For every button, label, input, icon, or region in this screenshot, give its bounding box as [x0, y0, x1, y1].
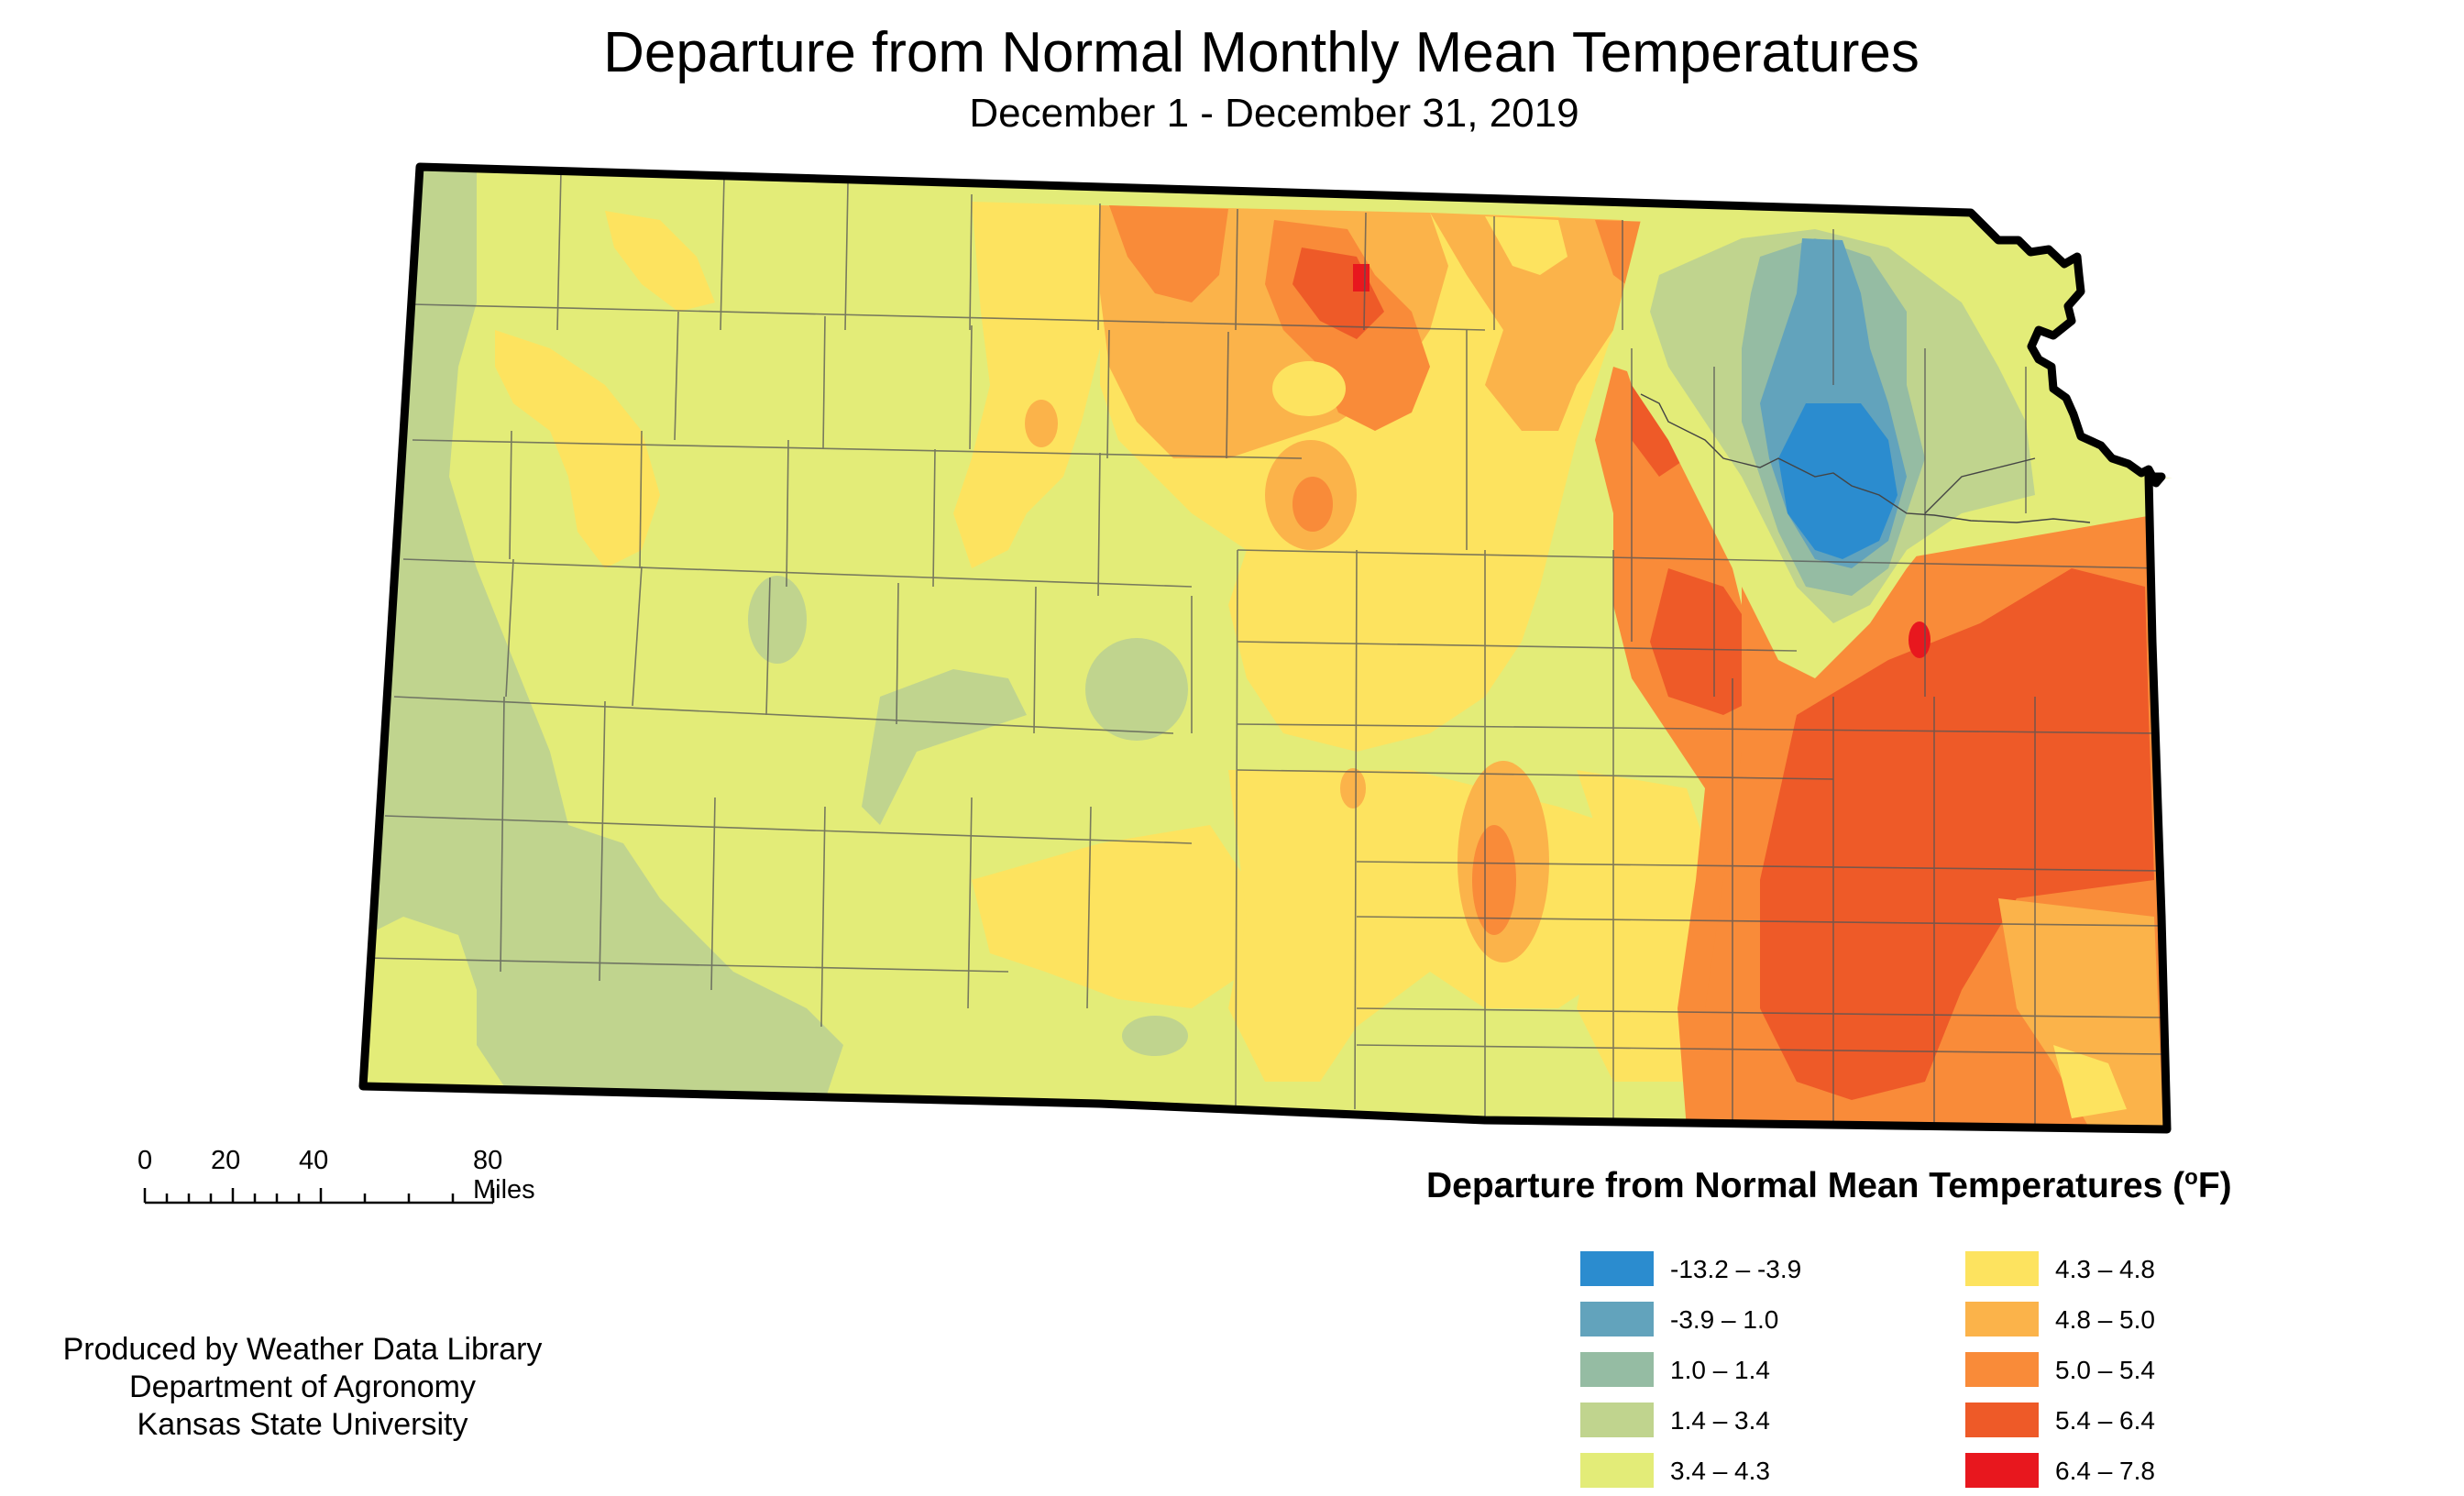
zone-4.3-4.8-cn	[953, 202, 1109, 568]
legend-label: 4.8 – 5.0	[2055, 1305, 2155, 1334]
county-boundaries	[366, 170, 2164, 1129]
zone-1.4-3.4-west	[363, 167, 843, 1100]
legend-label: 6.4 – 7.8	[2055, 1457, 2155, 1485]
zone-1.4-3.4-b	[1085, 638, 1188, 741]
zone-neg13.2-neg3.9	[1778, 403, 1898, 559]
zone-5.4-6.4-east	[1760, 568, 2154, 1100]
legend-swatch	[1580, 1453, 1654, 1488]
legend-label: 4.3 – 4.8	[2055, 1255, 2155, 1283]
legend-swatch	[1965, 1251, 2039, 1286]
legend: -13.2 – -3.9 -3.9 – 1.0 1.0 – 1.4 1.4 – …	[1580, 1251, 2405, 1490]
credits-line-1: Produced by Weather Data Library	[62, 1332, 543, 1367]
legend-swatch	[1580, 1251, 1654, 1286]
zone-1.4-3.4-f	[1122, 1016, 1188, 1056]
zone-4.8-5.0-se	[1998, 898, 2163, 1129]
legend-label: 1.0 – 1.4	[1670, 1356, 1770, 1384]
legend-swatch	[1580, 1302, 1654, 1336]
zone-4.8-5.0-ne	[1430, 213, 1632, 431]
legend-label: 1.4 – 3.4	[1670, 1406, 1770, 1435]
zone-4.3-4.8-se-corner	[2053, 1045, 2127, 1118]
zone-6.4-7.8-ne	[1908, 622, 1930, 658]
zone-5.0-5.4-n1	[1109, 205, 1228, 302]
legend-label: -3.9 – 1.0	[1670, 1305, 1779, 1334]
zone-4.3-4.8-nw2	[605, 211, 715, 312]
zone-4.8-5.0-small	[1025, 400, 1058, 447]
zone-5.0-5.4-c	[1292, 477, 1333, 532]
legend-swatch	[1580, 1352, 1654, 1387]
legend-swatch	[1965, 1352, 2039, 1387]
legend-title: Departure from Normal Mean Temperatures …	[1426, 1157, 2232, 1207]
scale-bar-graphic	[143, 1188, 495, 1204]
legend-title-text: Departure from Normal Mean Temperatures …	[1426, 1166, 2185, 1205]
legend-label: -13.2 – -3.9	[1670, 1255, 1802, 1283]
map-title: Departure from Normal Monthly Mean Tempe…	[603, 21, 1920, 84]
temperature-zones	[363, 167, 2172, 1129]
zone-6.4-7.8-n	[1353, 264, 1370, 292]
scale-bar: 0 20 40 80 Miles	[138, 1146, 535, 1219]
zone-5.4-6.4-ew2	[1632, 385, 1687, 477]
zone-4.3-4.8-hole	[1272, 361, 1346, 416]
map-subtitle: December 1 - December 31, 2019	[969, 91, 1579, 136]
legend-swatch	[1965, 1453, 2039, 1488]
zone-4.3-4.8-nw	[495, 330, 660, 568]
legend-swatch	[1580, 1402, 1654, 1437]
scale-label-0: 0	[138, 1146, 153, 1175]
legend-label: 3.4 – 4.3	[1670, 1457, 1770, 1485]
legend-swatch	[1965, 1402, 2039, 1437]
zone-5.0-5.4-s	[1472, 825, 1516, 935]
zone-1.4-3.4-c	[862, 669, 1027, 825]
scale-label-40: 40	[299, 1146, 329, 1175]
zone-4.3-4.8-se	[1577, 770, 1705, 1082]
zone-4.8-5.0-s2	[1340, 768, 1366, 808]
river-boundaries	[1640, 393, 2091, 523]
legend-swatch	[1965, 1302, 2039, 1336]
kansas-state-border	[358, 162, 2172, 1134]
zone-4.3-4.8-sc	[972, 825, 1247, 1008]
legend-title-degree: o	[2184, 1165, 2198, 1190]
zone-4.3-4.8-ne-small	[1485, 216, 1568, 275]
legend-title-unit: F)	[2197, 1166, 2232, 1205]
scale-label-20: 20	[211, 1146, 241, 1175]
legend-label: 5.0 – 5.4	[2055, 1356, 2155, 1384]
zone-3.4-4.3-sw	[363, 917, 513, 1100]
legend-label: 5.4 – 6.4	[2055, 1406, 2155, 1435]
credits-line-2: Department of Agronomy	[129, 1370, 476, 1404]
credits-line-3: Kansas State University	[137, 1407, 468, 1442]
credits-block: Produced by Weather Data Library Departm…	[55, 1331, 550, 1444]
scale-label-80-miles: 80 Miles	[473, 1146, 535, 1204]
zone-1.4-3.4-a	[748, 576, 807, 664]
